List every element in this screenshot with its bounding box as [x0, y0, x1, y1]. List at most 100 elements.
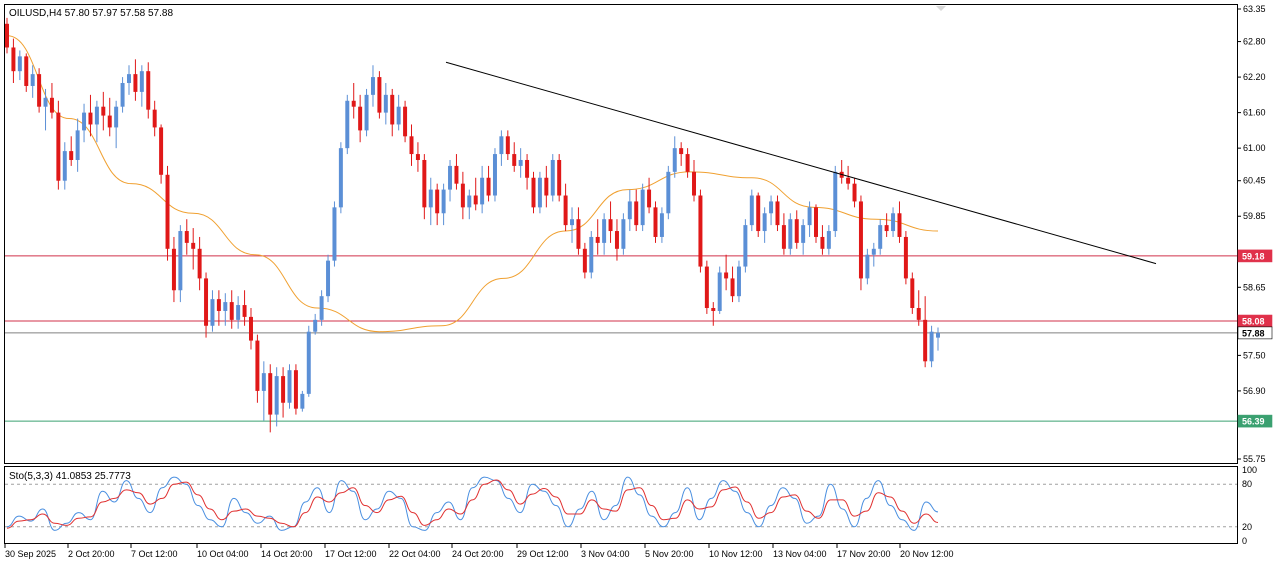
candle-body [621, 219, 626, 249]
candle-body [428, 189, 433, 208]
candle [769, 195, 774, 226]
candle-body [781, 225, 786, 249]
candle [903, 231, 908, 285]
candle [544, 165, 549, 208]
candle-body [724, 272, 729, 279]
candle-body [88, 112, 93, 125]
candle [383, 83, 388, 125]
candle [326, 254, 331, 303]
horizontal-levels [5, 255, 1237, 422]
candle [127, 65, 131, 95]
candle [936, 327, 940, 351]
time-tick-label: 17 Nov 20:00 [837, 549, 891, 559]
candle-body [358, 106, 363, 131]
candle [589, 231, 594, 279]
candle-body [788, 219, 793, 249]
candle [557, 154, 562, 202]
candle [306, 325, 311, 397]
candle-body [409, 136, 414, 155]
candle [261, 361, 266, 421]
candle [659, 207, 664, 243]
candle [101, 91, 106, 131]
candle [82, 103, 87, 143]
candle [37, 68, 42, 113]
candle [916, 290, 921, 326]
candle-body [711, 308, 716, 311]
candle-body [871, 248, 876, 255]
candle [634, 189, 639, 232]
trendline-layer[interactable] [445, 61, 1157, 265]
candle-body [216, 299, 221, 311]
candle-body [313, 319, 318, 332]
time-tick-label: 30 Sep 2025 [5, 549, 56, 559]
candle-body [762, 213, 767, 232]
candle-body [403, 106, 408, 137]
candle-body [467, 195, 472, 208]
candle [377, 71, 382, 119]
level-tag [1237, 414, 1273, 428]
candle-body [897, 213, 902, 237]
candle [846, 165, 851, 190]
price-axis: 63.35 62.80 62.20 61.60 61.00 60.45 59.85 58.65… [1237, 4, 1266, 464]
candle-body [884, 225, 889, 232]
candle-body [171, 248, 176, 291]
stoch-signal-line [6, 479, 939, 529]
price-tick-label: 62.80 [1243, 37, 1266, 47]
candle-body [396, 106, 401, 125]
candle [345, 94, 350, 155]
candle [814, 204, 818, 243]
time-tick-label: 7 Oct 12:00 [131, 549, 178, 559]
candle [781, 213, 786, 255]
candle [454, 154, 459, 190]
candle [563, 183, 568, 232]
level-tag [1237, 326, 1273, 340]
candle [152, 100, 157, 137]
candle-body [197, 248, 202, 279]
candle [531, 171, 536, 214]
candle [370, 65, 375, 107]
candle-body [936, 332, 940, 338]
level-tag [1237, 249, 1273, 263]
candle-body [923, 319, 928, 362]
candle-body [878, 225, 883, 249]
price-tick-label: 62.20 [1243, 72, 1266, 82]
candle [281, 367, 286, 418]
candle [210, 290, 215, 332]
stoch-tick-label: 80 [1242, 479, 1252, 489]
time-tick-label: 13 Nov 04:00 [773, 549, 827, 559]
price-tick-label: 60.45 [1243, 176, 1266, 186]
candle [775, 195, 780, 232]
candle-body [345, 100, 350, 149]
candle [319, 290, 324, 326]
candle-body [846, 177, 851, 184]
candle-body [550, 159, 555, 196]
candle [133, 59, 138, 101]
candle-body [435, 189, 440, 214]
stoch-tick-label: 20 [1242, 522, 1252, 532]
candle-body [903, 236, 908, 279]
candle [884, 213, 889, 237]
time-tick-label: 22 Oct 04:00 [389, 549, 441, 559]
candle [197, 236, 202, 291]
candle [24, 53, 29, 92]
candle-body [43, 97, 48, 107]
candle [75, 118, 80, 172]
candle-body [589, 236, 594, 273]
candle [608, 201, 613, 243]
candle-body [139, 71, 144, 92]
candle-body [236, 305, 241, 320]
candle-body [69, 151, 74, 160]
price-tick-label: 61.60 [1243, 108, 1266, 118]
candle [338, 142, 343, 214]
symbol-header: OILUSD,H4 57.80 57.97 57.58 57.88 [9, 8, 173, 19]
candle-body [229, 302, 234, 320]
scroll-marker-icon[interactable] [936, 6, 946, 11]
candle-body [24, 56, 29, 86]
candle [801, 219, 806, 255]
candle [313, 313, 318, 335]
candle-body [460, 183, 465, 208]
candle-body [749, 195, 754, 226]
candle-body [537, 177, 542, 208]
candle [480, 165, 485, 214]
